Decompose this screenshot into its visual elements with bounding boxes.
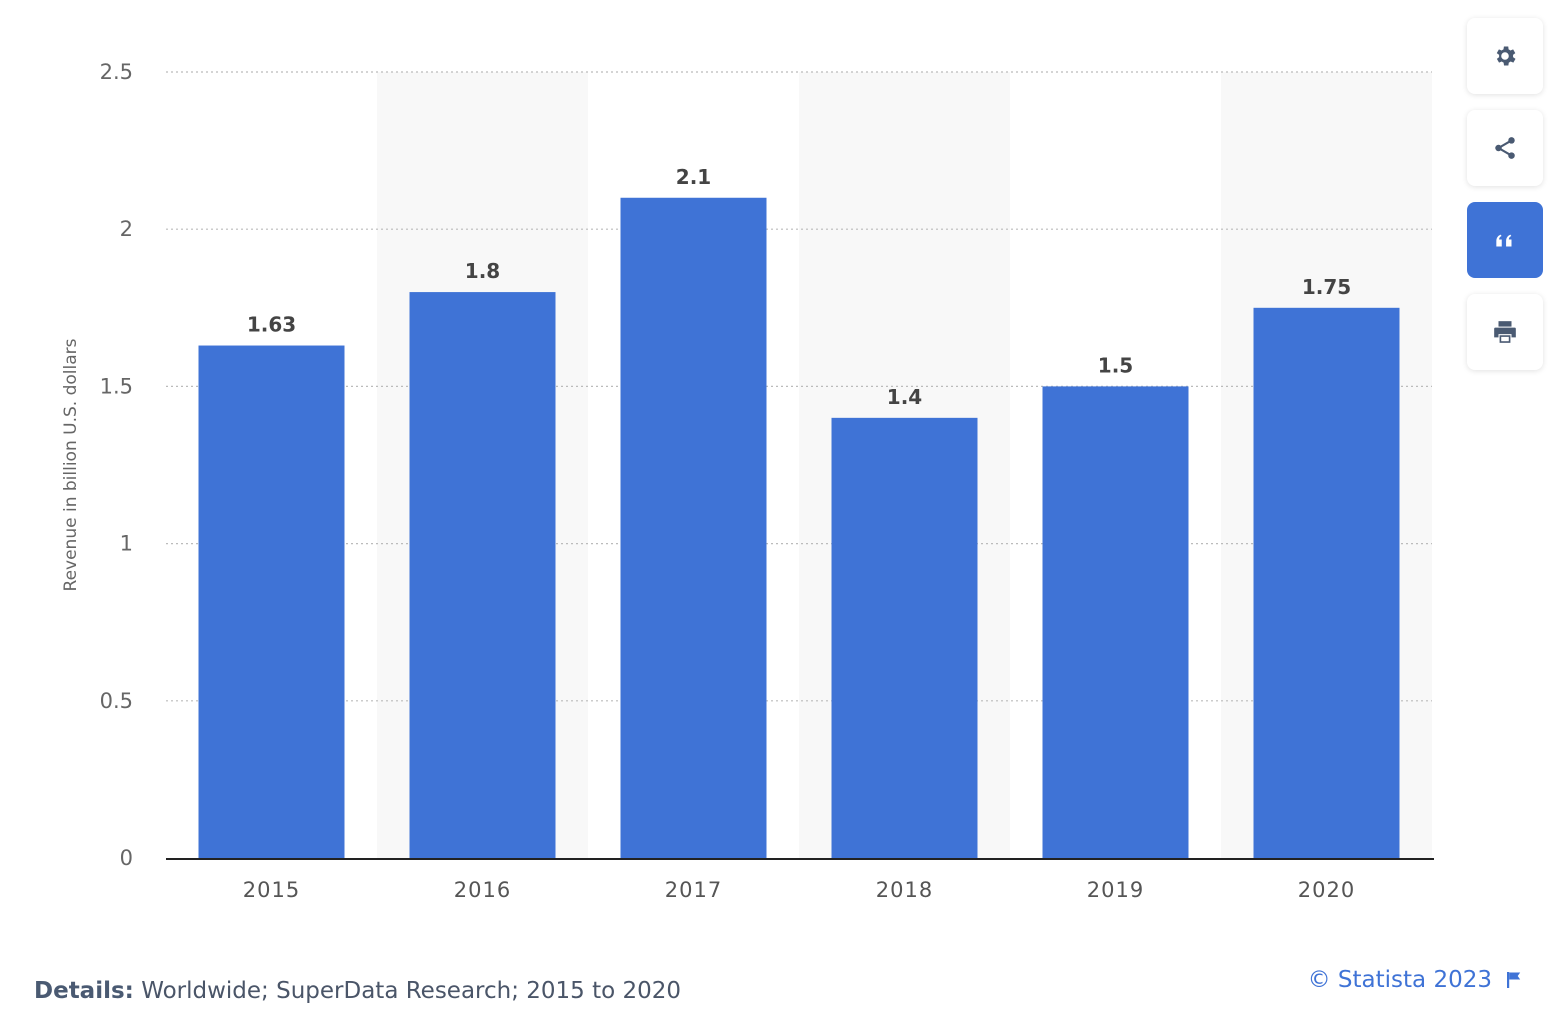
settings-button[interactable]: [1467, 18, 1543, 94]
details-text: Worldwide; SuperData Research; 2015 to 2…: [141, 978, 682, 1004]
share-icon: [1495, 137, 1515, 159]
print-button[interactable]: [1467, 294, 1543, 370]
y-tick-label: 2: [120, 217, 133, 241]
x-axis-labels: 2015 2016 2017 2018 2019 2020: [243, 878, 1355, 902]
x-tick-label-2018: 2018: [876, 878, 933, 902]
data-label-2017: 2.1: [676, 165, 711, 189]
bar-2015[interactable]: [198, 345, 345, 858]
chart-details: Details: Worldwide; SuperData Research; …: [34, 978, 681, 1004]
print-icon: [1494, 321, 1516, 343]
data-label-2020: 1.75: [1302, 275, 1351, 299]
details-label: Details:: [34, 978, 134, 1004]
bar-2018[interactable]: [831, 417, 978, 858]
y-axis-ticks: 0 0.5 1 1.5 2 2.5: [100, 60, 133, 870]
copyright-text: © Statista 2023: [1307, 967, 1492, 993]
x-tick-label-2017: 2017: [665, 878, 722, 902]
quote-icon: [1496, 234, 1512, 247]
y-tick-label: 0: [120, 846, 133, 870]
copyright-link[interactable]: © Statista 2023: [1308, 967, 1522, 993]
gear-icon: [1496, 46, 1516, 66]
share-button[interactable]: [1467, 110, 1543, 186]
bar-2016[interactable]: [409, 292, 556, 859]
bars: [198, 197, 1400, 859]
data-label-2016: 1.8: [465, 259, 500, 283]
y-tick-label: 1.5: [100, 374, 133, 398]
flag-icon[interactable]: [1506, 971, 1522, 989]
y-axis-title: Revenue in billion U.S. dollars: [61, 338, 81, 591]
data-label-2019: 1.5: [1098, 353, 1133, 377]
x-tick-label-2019: 2019: [1087, 878, 1144, 902]
bar-2019[interactable]: [1042, 386, 1189, 858]
bar-chart: 00.511.522.5 1.631.82.11.41.51.75 2015 20…: [61, 60, 1434, 902]
data-labels: 1.63 1.8 2.1 1.4 1.5 1.75: [247, 165, 1351, 409]
bar-2017[interactable]: [620, 197, 767, 858]
data-label-2015: 1.63: [247, 313, 296, 337]
y-tick-label: 2.5: [100, 60, 133, 84]
bar-2020[interactable]: [1253, 307, 1400, 858]
gridlines: [166, 71, 1432, 702]
x-tick-label-2016: 2016: [454, 878, 511, 902]
y-tick-label: 1: [120, 532, 133, 556]
cite-button[interactable]: [1467, 202, 1543, 278]
x-tick-label-2015: 2015: [243, 878, 300, 902]
x-tick-label-2020: 2020: [1298, 878, 1355, 902]
y-tick-label: 0.5: [100, 689, 133, 713]
data-label-2018: 1.4: [887, 385, 922, 409]
